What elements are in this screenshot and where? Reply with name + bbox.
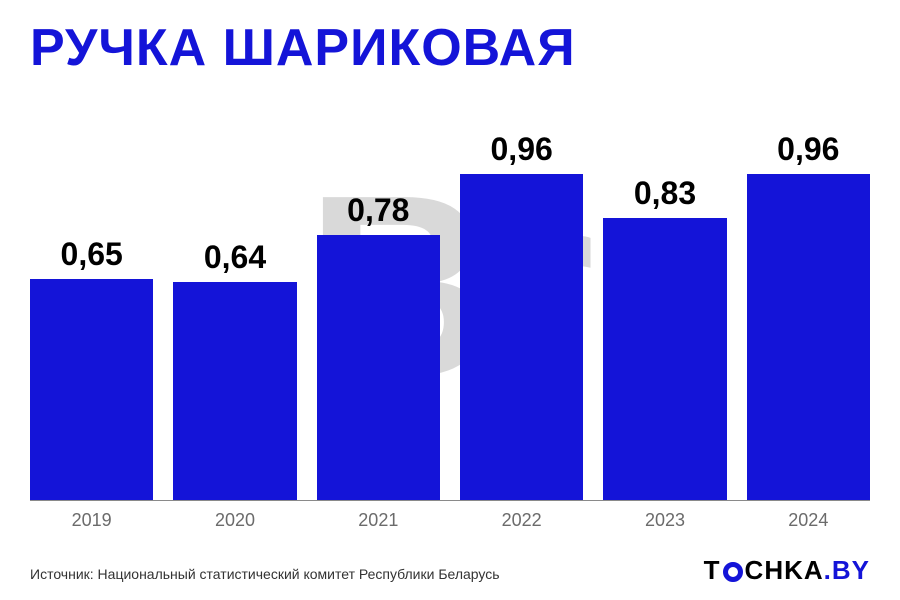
x-axis-label: 2021: [317, 510, 440, 531]
bar-value-label: 0,64: [204, 239, 266, 276]
bar-group: 0,64: [173, 120, 296, 500]
bar: [173, 282, 296, 500]
x-axis-label: 2020: [173, 510, 296, 531]
bar-group: 0,96: [460, 120, 583, 500]
publisher-logo: T CHKA.BY: [704, 555, 870, 586]
bar-value-label: 0,78: [347, 192, 409, 229]
logo-mid: CHKA: [745, 555, 824, 586]
x-axis-label: 2023: [603, 510, 726, 531]
chart-title: РУЧКА ШАРИКОВАЯ: [30, 18, 576, 78]
logo-suffix: .BY: [824, 555, 870, 586]
bar-group: 0,78: [317, 120, 440, 500]
logo-prefix: T: [704, 555, 721, 586]
bar-group: 0,65: [30, 120, 153, 500]
bar-chart: 0,65 0,64 0,78 0,96 0,83 0,96: [30, 120, 870, 500]
bar-value-label: 0,83: [634, 175, 696, 212]
x-axis-labels: 2019 2020 2021 2022 2023 2024: [30, 510, 870, 531]
bar: [317, 235, 440, 500]
bar-group: 0,96: [747, 120, 870, 500]
logo-o-icon: [723, 562, 743, 582]
bar: [460, 174, 583, 500]
bar: [30, 279, 153, 500]
bar: [603, 218, 726, 500]
bar-value-label: 0,65: [61, 236, 123, 273]
bar: [747, 174, 870, 500]
x-axis-label: 2019: [30, 510, 153, 531]
source-text: Источник: Национальный статистический ко…: [30, 566, 500, 582]
x-axis-line: [30, 500, 870, 501]
bar-group: 0,83: [603, 120, 726, 500]
x-axis-label: 2024: [747, 510, 870, 531]
bar-value-label: 0,96: [777, 131, 839, 168]
x-axis-label: 2022: [460, 510, 583, 531]
bar-value-label: 0,96: [491, 131, 553, 168]
